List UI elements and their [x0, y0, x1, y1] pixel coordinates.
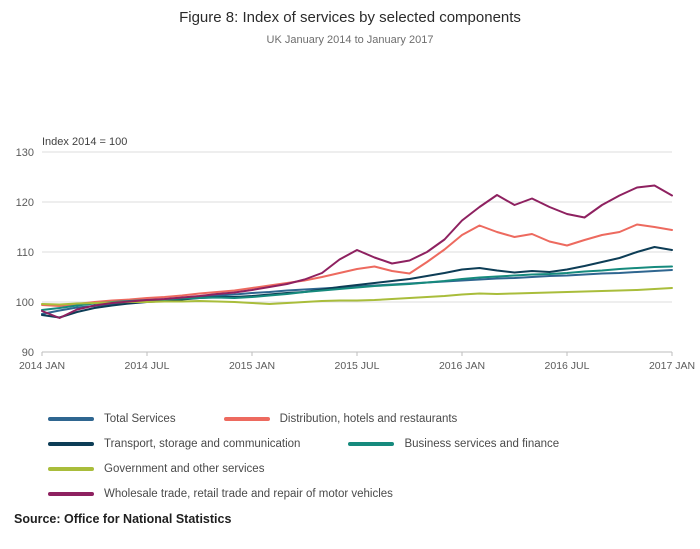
- chart-subtitle: UK January 2014 to January 2017: [266, 34, 434, 46]
- legend-swatch: [48, 466, 94, 471]
- x-tick-label: 2017 JAN: [649, 360, 695, 372]
- legend-swatch: [348, 441, 395, 446]
- y-tick-label: 120: [16, 197, 34, 209]
- legend-item: Business services and finance: [348, 438, 559, 450]
- legend-item: Transport, storage and communication: [48, 438, 300, 450]
- y-axis-unit-label: Index 2014 = 100: [42, 136, 127, 148]
- legend-label: Wholesale trade, retail trade and repair…: [104, 487, 393, 500]
- legend-label: Distribution, hotels and restaurants: [279, 412, 458, 425]
- legend: Total Services Distribution, hotels and r…: [48, 406, 559, 506]
- x-tick-label: 2014 JUL: [125, 360, 170, 372]
- legend-label: Business services and finance: [404, 437, 560, 450]
- legend-row: Transport, storage and communication Busi…: [48, 431, 559, 456]
- x-tick-label: 2016 JUL: [545, 360, 590, 372]
- y-tick-label: 110: [16, 247, 34, 259]
- x-tick-label: 2015 JUL: [335, 360, 380, 372]
- y-tick-label: 130: [16, 147, 34, 159]
- legend-item: Government and other services: [48, 463, 264, 475]
- y-tick-label: 90: [22, 347, 34, 359]
- legend-item: Distribution, hotels and restaurants: [223, 412, 458, 425]
- legend-label: Government and other services: [104, 462, 265, 475]
- series-line: [41, 184, 673, 319]
- y-tick-label: 100: [16, 297, 34, 309]
- legend-row: Wholesale trade, retail trade and repair…: [48, 481, 559, 506]
- chart-canvas: 90 100 110 120 130 Index 2014 = 100 2014 JAN 20…: [16, 136, 695, 372]
- series-line: [41, 223, 673, 307]
- legend-row: Government and other services: [48, 456, 559, 481]
- x-tick-label: 2014 JAN: [19, 360, 65, 372]
- legend-swatch: [48, 416, 94, 421]
- legend-swatch: [223, 416, 270, 421]
- series-line: [41, 246, 673, 319]
- legend-label: Transport, storage and communication: [104, 437, 301, 450]
- source-note: Source: Office for National Statistics: [14, 512, 232, 526]
- series-line: [41, 287, 673, 306]
- legend-swatch: [48, 441, 94, 446]
- x-tick-label: 2016 JAN: [439, 360, 485, 372]
- legend-label: Total Services: [104, 412, 176, 425]
- legend-row: Total Services Distribution, hotels and r…: [48, 406, 559, 431]
- x-tick-label: 2015 JAN: [229, 360, 275, 372]
- legend-item: Total Services: [48, 413, 176, 425]
- chart-title: Figure 8: Index of services by selected …: [179, 9, 521, 26]
- legend-item: Wholesale trade, retail trade and repair…: [48, 488, 393, 500]
- legend-swatch: [48, 491, 94, 496]
